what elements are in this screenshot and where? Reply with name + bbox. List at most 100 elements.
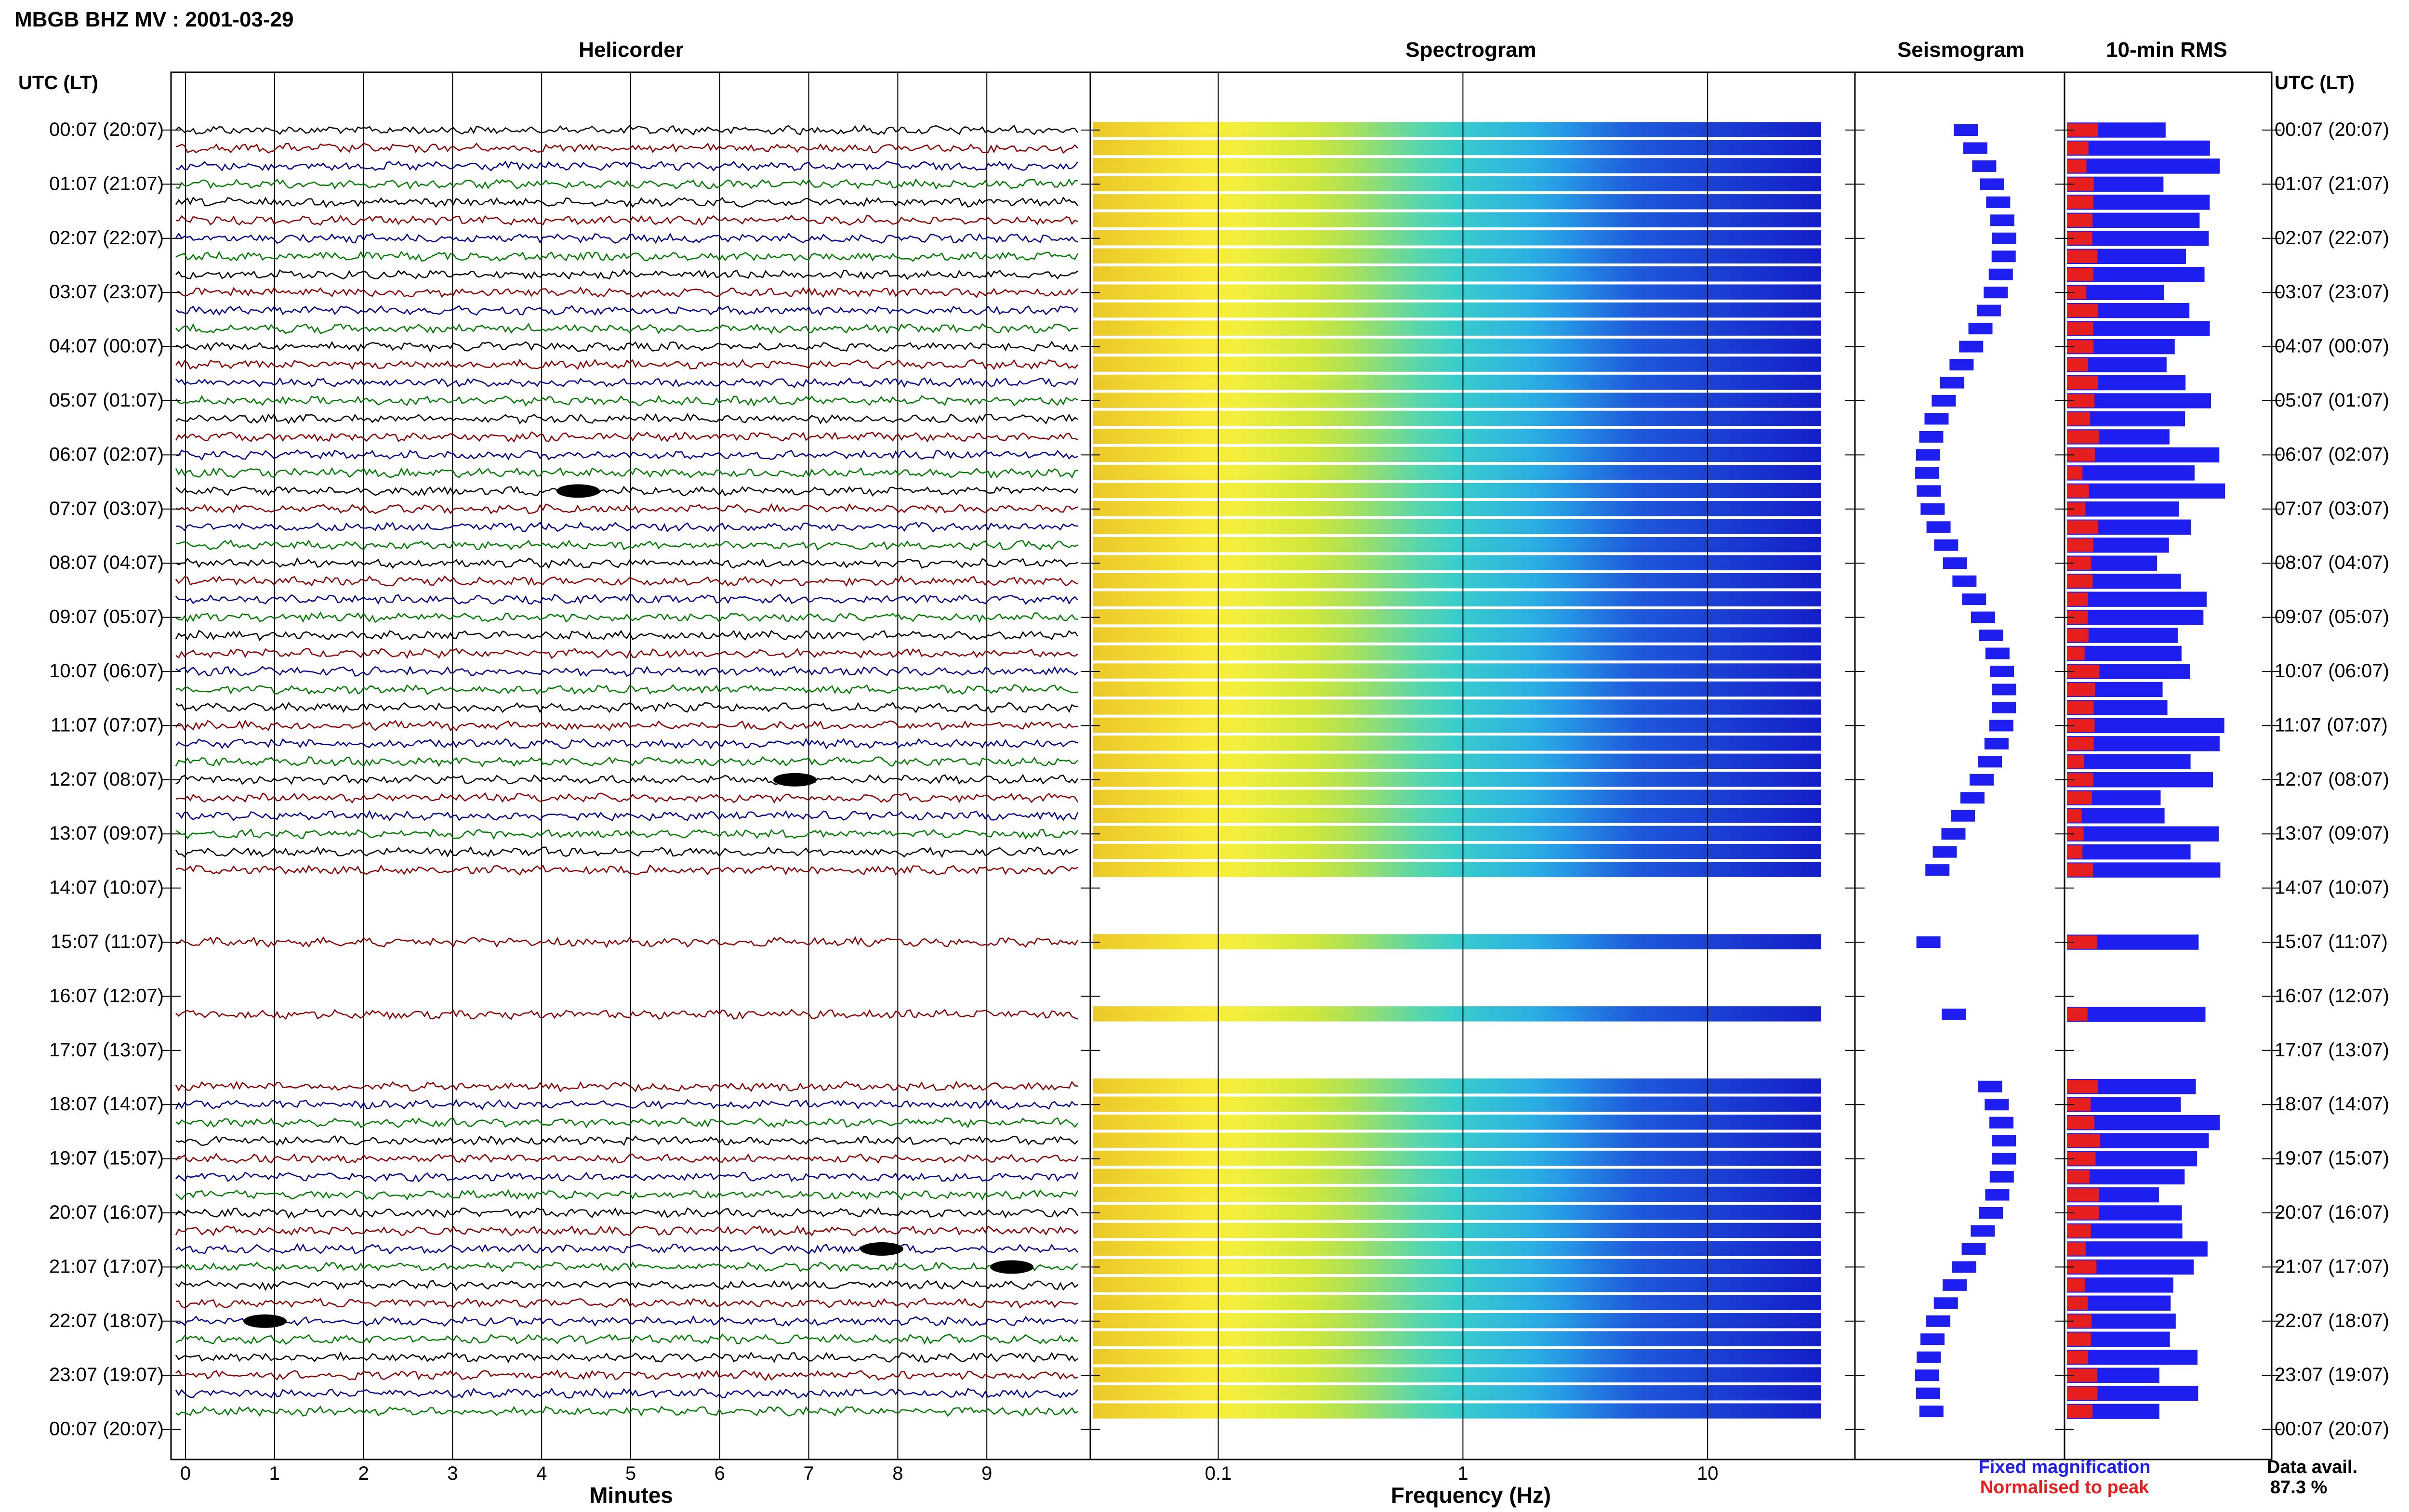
spectrogram-row bbox=[1093, 808, 1821, 823]
time-label-right: 03:07 (23:07) bbox=[2275, 281, 2389, 302]
spectrogram-row bbox=[1093, 230, 1821, 246]
spectrogram-row bbox=[1093, 483, 1821, 499]
time-label-left: 06:07 (02:07) bbox=[49, 444, 164, 465]
helicorder-event bbox=[556, 484, 600, 498]
time-label-right: 23:07 (19:07) bbox=[2275, 1364, 2389, 1385]
time-label-left: 12:07 (08:07) bbox=[49, 769, 164, 790]
seismogram-segment bbox=[1976, 304, 2001, 316]
spectrogram-row bbox=[1093, 1403, 1821, 1419]
time-label-right: 06:07 (02:07) bbox=[2275, 444, 2389, 465]
time-label-left: 08:07 (04:07) bbox=[49, 552, 164, 573]
spectrogram-row bbox=[1093, 753, 1821, 769]
rms-bar-fixed bbox=[2067, 483, 2225, 499]
rms-bar-normalised bbox=[2067, 1008, 2088, 1021]
helicorder-trace bbox=[175, 1117, 1079, 1129]
spectrogram-row bbox=[1093, 410, 1821, 426]
helicorder-event bbox=[773, 773, 817, 787]
helicorder-tick-label: 3 bbox=[447, 1463, 458, 1484]
seismogram-segment bbox=[1932, 395, 1956, 407]
time-label-right: 00:07 (20:07) bbox=[2275, 1419, 2389, 1440]
seismogram-segment bbox=[1971, 1225, 1995, 1237]
spectrogram-row bbox=[1093, 591, 1821, 606]
rms-bar-normalised bbox=[2067, 701, 2094, 714]
rms-bar-normalised bbox=[2067, 1188, 2099, 1202]
time-label-right: 10:07 (06:07) bbox=[2275, 660, 2389, 682]
rms-bar-normalised bbox=[2067, 539, 2094, 552]
spectrogram-row bbox=[1093, 681, 1821, 697]
helicorder-trace bbox=[175, 377, 1079, 388]
spectrogram-panel: 0.1 1 10 bbox=[1093, 72, 1821, 1484]
spectrogram-row bbox=[1093, 356, 1821, 372]
time-label-right: 05:07 (01:07) bbox=[2275, 390, 2389, 411]
spectrogram-row bbox=[1093, 1385, 1821, 1401]
spectrogram-row bbox=[1093, 1006, 1821, 1022]
rms-bar-fixed bbox=[2067, 465, 2195, 481]
spectrogram-tick-label: 1 bbox=[1457, 1463, 1468, 1484]
rms-bar-fixed bbox=[2067, 1350, 2198, 1365]
rms-bar-normalised bbox=[2067, 845, 2083, 859]
rms-bar-normalised bbox=[2067, 646, 2085, 660]
seismogram-segment bbox=[1926, 521, 1951, 533]
time-axis-labels: 00:07 (20:07) 00:07 (20:07) 01:07 (21:07) 0… bbox=[49, 119, 2389, 1440]
time-label-right: 21:07 (17:07) bbox=[2275, 1256, 2389, 1277]
seismogram-segment bbox=[1971, 611, 1996, 623]
spectrogram-row bbox=[1093, 140, 1821, 156]
spectrogram-row bbox=[1093, 1277, 1821, 1292]
rms-bar-normalised bbox=[2067, 250, 2098, 263]
helicorder-trace bbox=[175, 1009, 1078, 1020]
spectrogram-row bbox=[1093, 320, 1821, 336]
helicorder-trace bbox=[175, 1153, 1079, 1164]
utc-lt-left-header: UTC (LT) bbox=[18, 72, 98, 93]
seismogram-segment bbox=[1941, 828, 1966, 840]
helicorder-trace bbox=[175, 395, 1078, 407]
rms-title: 10-min RMS bbox=[2106, 38, 2227, 62]
helicorder-trace bbox=[175, 575, 1078, 587]
time-label-right: 18:07 (14:07) bbox=[2275, 1093, 2389, 1115]
seismogram-segment bbox=[1916, 449, 1940, 461]
spectrogram-title: Spectrogram bbox=[1405, 38, 1536, 62]
seismogram-segment bbox=[1942, 1279, 1967, 1291]
seismogram-segment bbox=[1917, 485, 1941, 497]
seismogram-segment bbox=[1963, 142, 1987, 154]
spectrogram-row bbox=[1093, 1295, 1821, 1311]
time-label-right: 04:07 (00:07) bbox=[2275, 336, 2389, 357]
time-label-left: 05:07 (01:07) bbox=[49, 390, 164, 411]
helicorder-trace bbox=[175, 1207, 1079, 1219]
spectrogram-row bbox=[1093, 627, 1821, 643]
helicorder-trace bbox=[175, 1171, 1079, 1183]
rms-bar-normalised bbox=[2067, 358, 2088, 371]
helicorder-trace bbox=[175, 701, 1078, 713]
time-label-left: 02:07 (22:07) bbox=[49, 227, 164, 249]
spectrogram-row bbox=[1093, 158, 1821, 173]
seismogram-segment bbox=[1943, 557, 1967, 569]
rms-panel bbox=[2067, 122, 2225, 1419]
helicorder-trace bbox=[175, 305, 1079, 316]
rms-bar-fixed bbox=[2067, 158, 2220, 174]
time-label-right: 19:07 (15:07) bbox=[2275, 1148, 2389, 1169]
time-label-left: 11:07 (07:07) bbox=[51, 714, 164, 736]
helicorder-trace bbox=[175, 630, 1079, 641]
helicorder-tick-label: 5 bbox=[625, 1463, 636, 1484]
helicorder-trace bbox=[175, 1243, 1078, 1255]
seismogram-segment bbox=[1942, 1008, 1966, 1020]
time-label-left: 16:07 (12:07) bbox=[49, 985, 164, 1006]
seismogram-segment bbox=[1988, 268, 2013, 280]
spectrogram-row bbox=[1093, 284, 1821, 300]
time-label-right: 12:07 (08:07) bbox=[2275, 769, 2389, 790]
time-label-right: 14:07 (10:07) bbox=[2275, 877, 2389, 898]
spectrogram-row bbox=[1093, 519, 1821, 534]
spectrogram-tick-label: 10 bbox=[1697, 1463, 1719, 1484]
spectrogram-row bbox=[1093, 1078, 1821, 1094]
seismogram-segment bbox=[1960, 792, 1985, 804]
rms-bar-normalised bbox=[2067, 520, 2099, 534]
rms-bar-fixed bbox=[2067, 826, 2219, 841]
helicorder-trace bbox=[175, 1351, 1078, 1364]
helicorder-trace bbox=[175, 178, 1078, 190]
helicorder-trace bbox=[175, 413, 1078, 425]
helicorder-trace bbox=[175, 1280, 1078, 1291]
spectrogram-xlabel: Frequency (Hz) bbox=[1391, 1483, 1551, 1508]
seismogram-segment bbox=[1919, 431, 1944, 443]
rms-bar-normalised bbox=[2067, 376, 2098, 390]
spectrogram-row bbox=[1093, 645, 1821, 661]
